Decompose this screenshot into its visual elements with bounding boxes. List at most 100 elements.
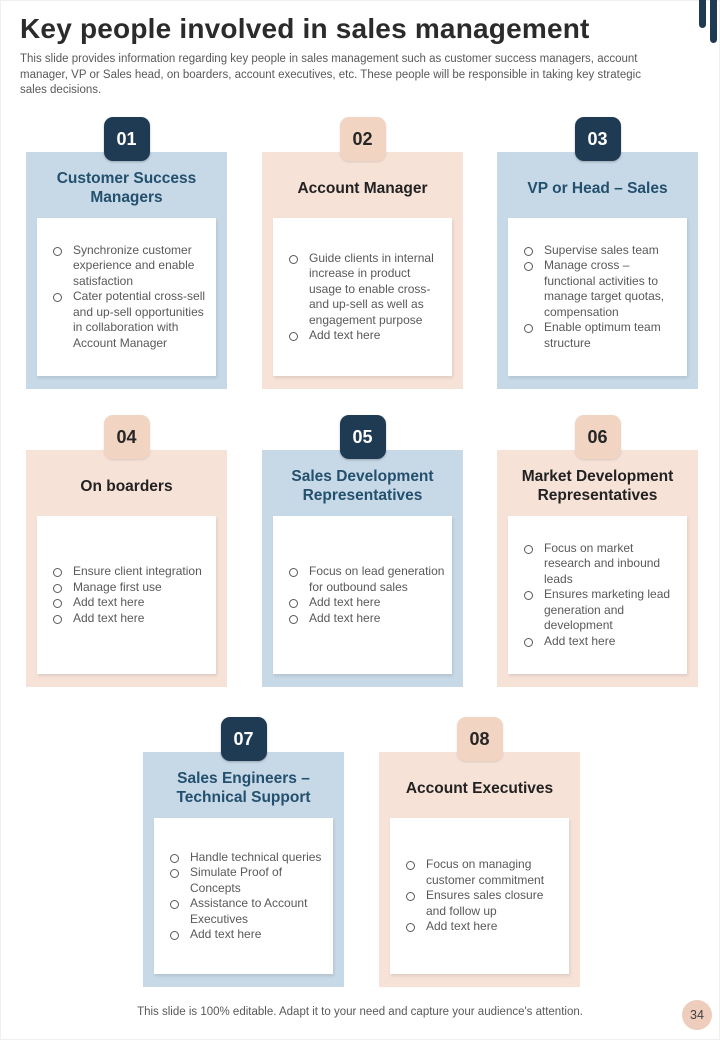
bullet-text: Assistance to Account Executives xyxy=(190,896,308,926)
bullet-icon xyxy=(289,614,298,624)
bullet-text: Add text here xyxy=(309,595,381,609)
bullet-text: Add text here xyxy=(309,328,381,342)
page-subtitle: This slide provides information regardin… xyxy=(20,53,641,96)
bullet-text: Add text here xyxy=(190,927,262,941)
card-body: Handle technical queries Simulate Proof … xyxy=(154,818,333,974)
list-item: Add text here xyxy=(273,328,446,344)
bullet-icon xyxy=(289,254,298,264)
bullet-list: Focus on market research and inbound lea… xyxy=(508,516,687,674)
list-item: Cater potential cross-sell and up-sell o… xyxy=(37,289,210,351)
list-item: Assistance to Account Executives xyxy=(154,896,327,927)
bullet-text: Focus on market research and inbound lea… xyxy=(544,540,661,586)
card-body: Ensure client integration Manage first u… xyxy=(37,516,216,674)
bullet-icon xyxy=(524,324,533,334)
number-badge: 04 xyxy=(103,415,150,459)
list-item: Add text here xyxy=(154,927,327,943)
list-item: Add text here xyxy=(508,634,681,650)
list-item: Simulate Proof of Concepts xyxy=(154,865,327,896)
bullet-text: Add text here xyxy=(544,633,616,648)
bullet-list: Supervise sales team Manage cross – func… xyxy=(508,218,687,376)
bullet-icon xyxy=(524,262,533,272)
bullet-icon xyxy=(53,599,62,608)
bullet-icon xyxy=(289,599,298,608)
bullet-icon xyxy=(524,637,533,647)
bullet-text: Focus on lead generation for outbound sa… xyxy=(309,564,445,594)
list-item: Ensures sales closure and follow up xyxy=(390,888,563,919)
bullet-icon xyxy=(524,544,533,554)
bullet-text: Add text here xyxy=(73,595,145,609)
bullet-icon xyxy=(170,931,179,940)
bullet-text: Add text here xyxy=(73,610,145,625)
accent-bar-icon xyxy=(699,0,706,28)
bullet-text: Supervise sales team xyxy=(544,242,659,257)
list-item: Ensure client integration xyxy=(37,564,210,580)
number-badge: 08 xyxy=(456,717,503,761)
card-title: Market Development Representatives xyxy=(521,468,674,504)
card-sales-development-representatives: 05 Sales Development Representatives Foc… xyxy=(262,415,463,687)
bullet-icon xyxy=(524,591,533,601)
number-badge: 07 xyxy=(220,717,267,761)
number-badge: 03 xyxy=(574,117,621,161)
bullet-list: Handle technical queries Simulate Proof … xyxy=(154,818,333,974)
list-item: Guide clients in internal increase in pr… xyxy=(273,251,446,329)
footer-note: This slide is 100% editable. Adapt it to… xyxy=(137,1006,583,1018)
card-body: Focus on lead generation for outbound sa… xyxy=(273,516,452,674)
bullet-text: Manage first use xyxy=(73,579,162,594)
bullet-icon xyxy=(53,568,62,577)
bullet-text: Cater potential cross-sell and up-sell o… xyxy=(73,289,206,350)
bullet-text: Add text here xyxy=(426,919,498,934)
bullet-list: Guide clients in internal increase in pr… xyxy=(273,218,452,376)
card-title: Account Executives xyxy=(405,779,554,797)
card-body: Synchronize customer experience and enab… xyxy=(37,218,216,376)
bullet-icon xyxy=(53,583,62,593)
bullet-text: Ensures marketing lead generation and de… xyxy=(544,587,671,633)
bullet-text: Handle technical queries xyxy=(190,849,322,864)
bullet-text: Guide clients in internal increase in pr… xyxy=(309,250,434,327)
bullet-icon xyxy=(53,246,62,256)
card-body: Focus on managing customer commitment En… xyxy=(390,818,569,974)
bullet-text: Manage cross – functional activities to … xyxy=(544,258,665,319)
list-item: Focus on lead generation for outbound sa… xyxy=(273,564,446,595)
card-title: VP or Head – Sales xyxy=(527,179,668,197)
bullet-list: Ensure client integration Manage first u… xyxy=(37,516,216,674)
bullet-icon xyxy=(53,614,62,624)
list-item: Handle technical queries xyxy=(154,850,327,866)
bullet-icon xyxy=(289,332,298,341)
list-item: Supervise sales team xyxy=(508,243,681,259)
list-item: Add text here xyxy=(273,611,446,627)
bullet-icon xyxy=(289,568,298,577)
list-item: Add text here xyxy=(37,611,210,627)
number-badge: 06 xyxy=(574,415,621,459)
card-customer-success-managers: 01 Customer Success Managers Synchronize… xyxy=(26,117,227,389)
list-item: Enable optimum team structure xyxy=(508,320,681,351)
list-item: Manage cross – functional activities to … xyxy=(508,258,681,320)
list-item: Manage first use xyxy=(37,580,210,596)
bullet-text: Simulate Proof of Concepts xyxy=(190,865,283,895)
card-title: Sales Engineers – Technical Support xyxy=(176,770,311,806)
bullet-icon xyxy=(406,861,415,871)
number-badge: 02 xyxy=(339,117,386,161)
page-title: Key people involved in sales management xyxy=(20,13,590,44)
bullet-list: Synchronize customer experience and enab… xyxy=(37,218,216,376)
bullet-text: Synchronize customer experience and enab… xyxy=(73,242,195,288)
bullet-icon xyxy=(406,892,415,902)
bullet-text: Ensure client integration xyxy=(73,564,202,578)
card-title: On boarders xyxy=(80,477,173,495)
bullet-text: Ensures sales closure and follow up xyxy=(426,888,544,918)
bullet-icon xyxy=(170,869,179,878)
bullet-icon xyxy=(406,923,415,933)
page-number-badge: 34 xyxy=(682,1000,712,1030)
card-account-executives: 08 Account Executives Focus on managing … xyxy=(379,717,580,987)
list-item: Focus on managing customer commitment xyxy=(390,857,563,888)
list-item: Synchronize customer experience and enab… xyxy=(37,243,210,290)
accent-bar-icon xyxy=(710,0,717,43)
number-badge: 05 xyxy=(339,415,386,459)
list-item: Focus on market research and inbound lea… xyxy=(508,541,681,588)
bullet-text: Add text here xyxy=(309,610,381,625)
bullet-icon xyxy=(170,853,179,863)
card-on-boarders: 04 On boarders Ensure client integration… xyxy=(26,415,227,687)
list-item: Add text here xyxy=(37,595,210,611)
list-item: Ensures marketing lead generation and de… xyxy=(508,587,681,634)
bullet-icon xyxy=(170,900,179,909)
